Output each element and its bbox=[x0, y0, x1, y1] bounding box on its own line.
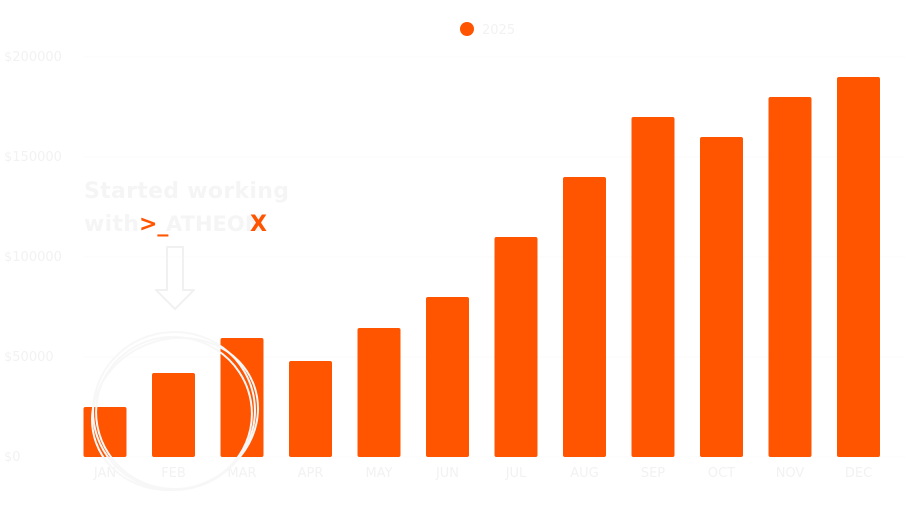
x-tick-label: FEB bbox=[161, 466, 186, 481]
annotation-line-1: Started working bbox=[84, 179, 289, 204]
bar-nov bbox=[768, 97, 812, 457]
y-tick-label: $50000 bbox=[4, 350, 54, 365]
bar-apr bbox=[289, 361, 332, 457]
x-tick-label: MAR bbox=[227, 466, 256, 481]
legend-swatch bbox=[460, 22, 474, 36]
legend: 2025 bbox=[460, 22, 515, 38]
x-tick-label: JUN bbox=[435, 466, 459, 481]
bar-jul bbox=[494, 237, 538, 457]
bar-aug bbox=[563, 177, 606, 457]
x-tick-label: SEP bbox=[641, 466, 665, 481]
bar-dec bbox=[837, 77, 880, 457]
y-tick-label: $150000 bbox=[4, 150, 62, 165]
bar-jun bbox=[426, 297, 469, 457]
x-tick-label: JAN bbox=[93, 466, 116, 481]
bar-may bbox=[357, 328, 401, 457]
x-tick-label: NOV bbox=[776, 466, 805, 481]
bars-layer bbox=[83, 77, 880, 457]
bar-sep bbox=[631, 117, 675, 457]
bar-oct bbox=[700, 137, 743, 457]
annotation-line-2-prefix: with bbox=[84, 212, 139, 237]
y-tick-label: $100000 bbox=[4, 250, 62, 265]
x-tick-label: APR bbox=[298, 466, 324, 481]
x-axis-labels: JAN FEB MAR APR MAY JUN JUL AUG SEP OCT NOV DEC bbox=[93, 466, 872, 481]
y-tick-label: $200000 bbox=[4, 50, 62, 65]
brand-name: ATHEON bbox=[166, 212, 262, 236]
down-arrow-icon bbox=[155, 246, 195, 310]
brand-prompt-icon: >_ bbox=[139, 212, 168, 237]
grid-layer bbox=[83, 56, 905, 458]
y-axis-labels: $0 $50000 $100000 $150000 $200000 bbox=[4, 50, 62, 465]
highlight-circle-icon bbox=[91, 336, 259, 492]
x-tick-label: DEC bbox=[845, 466, 872, 481]
x-tick-label: MAY bbox=[365, 466, 392, 481]
x-tick-label: JUL bbox=[505, 466, 527, 481]
legend-series-label: 2025 bbox=[482, 23, 515, 38]
x-tick-label: AUG bbox=[570, 466, 598, 481]
bar-feb bbox=[152, 373, 195, 457]
brand-suffix: X bbox=[250, 212, 267, 237]
x-tick-label: OCT bbox=[708, 466, 735, 481]
annotation: Started working with >_ ATHEON X bbox=[84, 179, 289, 492]
y-tick-label: $0 bbox=[4, 450, 21, 465]
